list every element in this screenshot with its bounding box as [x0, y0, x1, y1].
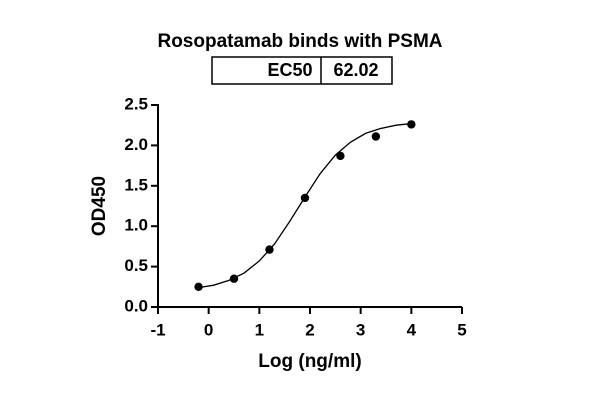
x-tick-label: 3: [356, 320, 365, 339]
table-header: EC50: [267, 60, 312, 80]
y-tick-label: 0.5: [124, 256, 148, 275]
data-point: [194, 282, 203, 291]
x-tick-label: 1: [255, 320, 264, 339]
ec50-table: [211, 56, 393, 85]
y-tick-label: 2.0: [124, 135, 148, 154]
chart-title: Rosopatamab binds with PSMA: [157, 31, 442, 52]
data-point: [407, 120, 416, 129]
y-tick-label: 2.5: [124, 94, 148, 113]
x-tick-label: 2: [305, 320, 314, 339]
data-point: [336, 151, 345, 161]
x-axis-label: Log (ng/ml): [258, 351, 361, 372]
data-point: [229, 274, 239, 283]
fit-curve: [198, 122, 412, 289]
y-axis-label: OD450: [89, 176, 110, 236]
y-tick-label: 1.0: [124, 216, 148, 235]
x-tick-label: 5: [457, 320, 466, 339]
data-point: [371, 132, 381, 141]
table-value: 62.02: [333, 60, 378, 80]
data-point: [300, 193, 310, 203]
y-tick-label: 1.5: [124, 175, 148, 194]
data-point: [265, 245, 274, 254]
x-tick-label: 0: [204, 320, 213, 339]
y-tick-label: 0.0: [124, 296, 148, 315]
x-tick-label: 4: [407, 320, 417, 339]
x-tick-label: -1: [150, 320, 165, 339]
